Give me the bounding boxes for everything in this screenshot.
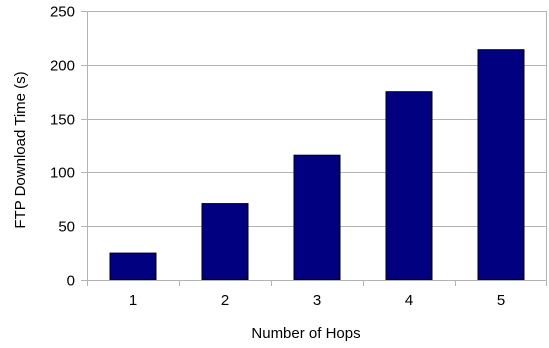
y-tick-label: 50 <box>58 219 75 236</box>
bar-hops-4 <box>385 91 433 281</box>
y-tick-label: 100 <box>50 165 75 182</box>
grid-layer <box>87 11 547 227</box>
y-tick-label: 250 <box>50 4 75 21</box>
x-tick-label: 4 <box>405 292 413 309</box>
bar-hops-1 <box>109 252 157 281</box>
bar-hops-3 <box>293 154 341 281</box>
bar-hops-5 <box>477 49 525 281</box>
x-tick-label: 3 <box>313 292 321 309</box>
axis-layer: 0 50 100 150 200 250 1 2 3 4 5 <box>50 4 547 309</box>
y-tick-label: 150 <box>50 112 75 129</box>
x-tick-label: 2 <box>221 292 229 309</box>
x-tick-label: 1 <box>129 292 137 309</box>
y-axis-title: FTP Download Time (s) <box>12 71 29 228</box>
y-tick-label: 0 <box>67 273 75 290</box>
y-tick-label: 200 <box>50 58 75 75</box>
x-tick-label: 5 <box>497 292 505 309</box>
x-axis-title: Number of Hops <box>251 325 360 342</box>
bar-hops-2 <box>201 203 249 281</box>
bar-layer <box>109 49 525 281</box>
